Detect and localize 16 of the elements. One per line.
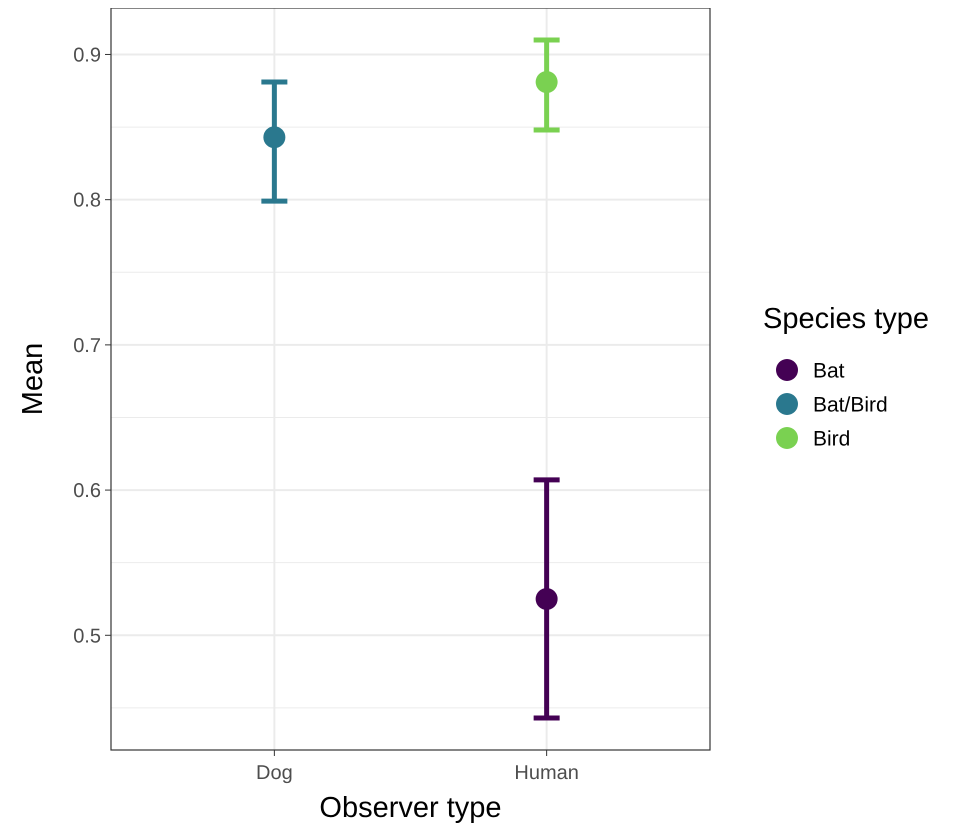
x-axis-title: Observer type: [319, 792, 502, 824]
legend-label: Bat/Bird: [813, 393, 888, 416]
point: [263, 126, 286, 148]
legend-label: Bird: [813, 427, 850, 450]
y-tick-label: 0.6: [73, 480, 101, 502]
point: [536, 588, 558, 610]
x-tick-label: Dog: [256, 762, 293, 784]
legend-title: Species type: [763, 303, 930, 335]
legend-label: Bat: [813, 359, 845, 382]
point: [536, 71, 558, 94]
y-tick-label: 0.5: [73, 625, 101, 648]
y-tick-label: 0.8: [73, 190, 101, 212]
y-tick-label: 0.7: [73, 334, 101, 357]
y-tick-label: 0.9: [73, 44, 101, 66]
x-tick-label: Human: [514, 762, 579, 784]
y-axis-title: Mean: [17, 342, 49, 416]
